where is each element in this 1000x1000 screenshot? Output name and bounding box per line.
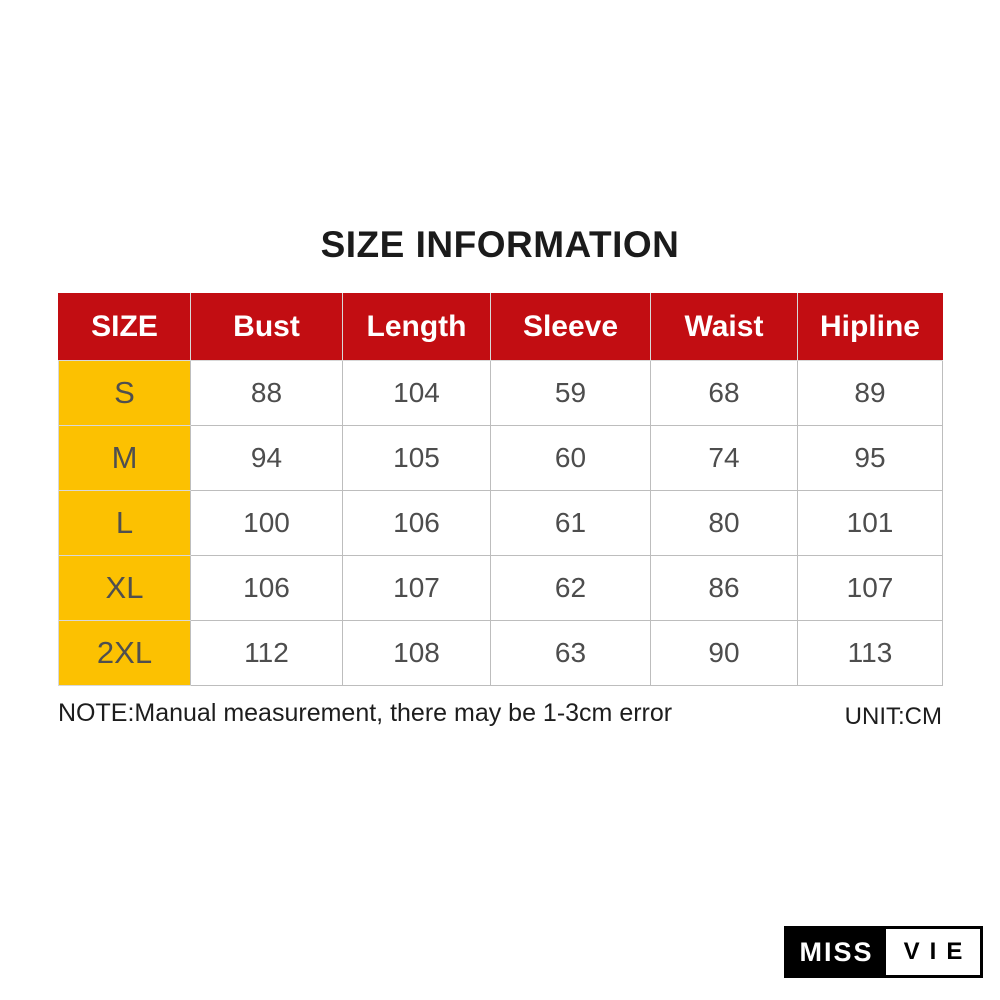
unit-label: UNIT:CM [844, 703, 942, 730]
table-row: M 94 105 60 74 95 [58, 425, 943, 491]
table-cell: 107 [797, 555, 943, 621]
table-cell: 89 [797, 360, 943, 426]
header-row: SIZE Bust Length Sleeve Waist Hipline [58, 293, 943, 361]
column-header-length: Length [342, 293, 491, 361]
column-header-sleeve: Sleeve [490, 293, 651, 361]
measurement-note: NOTE:Manual measurement, there may be 1-… [58, 699, 673, 727]
row-label-s: S [58, 360, 191, 426]
table-cell: 95 [797, 425, 943, 491]
brand-logo: MISS VIE [784, 926, 983, 978]
table-cell: 88 [190, 360, 343, 426]
table-cell: 90 [650, 620, 798, 686]
table-cell: 108 [342, 620, 491, 686]
table-cell: 68 [650, 360, 798, 426]
table-cell: 86 [650, 555, 798, 621]
table-cell: 60 [490, 425, 651, 491]
row-label-m: M [58, 425, 191, 491]
table-row: 2XL 112 108 63 90 113 [58, 620, 943, 686]
column-header-size: SIZE [58, 293, 191, 361]
size-chart-table: SIZE Bust Length Sleeve Waist Hipline S … [58, 293, 943, 686]
table-cell: 113 [797, 620, 943, 686]
table-cell: 106 [342, 490, 491, 556]
table-row: L 100 106 61 80 101 [58, 490, 943, 556]
table-row: XL 106 107 62 86 107 [58, 555, 943, 621]
column-header-hipline: Hipline [797, 293, 943, 361]
row-label-l: L [58, 490, 191, 556]
page-title: SIZE INFORMATION [320, 224, 680, 265]
table-cell: 62 [490, 555, 651, 621]
logo-vie-segment: VIE [886, 929, 980, 975]
table-cell: 112 [190, 620, 343, 686]
table-cell: 61 [490, 490, 651, 556]
table-cell: 94 [190, 425, 343, 491]
table-cell: 104 [342, 360, 491, 426]
column-header-waist: Waist [650, 293, 798, 361]
row-label-xl: XL [58, 555, 191, 621]
table-cell: 59 [490, 360, 651, 426]
logo-miss-segment: MISS [787, 929, 886, 975]
table-cell: 101 [797, 490, 943, 556]
table-row: S 88 104 59 68 89 [58, 360, 943, 426]
table-cell: 63 [490, 620, 651, 686]
table-cell: 100 [190, 490, 343, 556]
table-cell: 105 [342, 425, 491, 491]
table-cell: 80 [650, 490, 798, 556]
table-cell: 107 [342, 555, 491, 621]
table-cell: 74 [650, 425, 798, 491]
row-label-2xl: 2XL [58, 620, 191, 686]
column-header-bust: Bust [190, 293, 343, 361]
table-cell: 106 [190, 555, 343, 621]
